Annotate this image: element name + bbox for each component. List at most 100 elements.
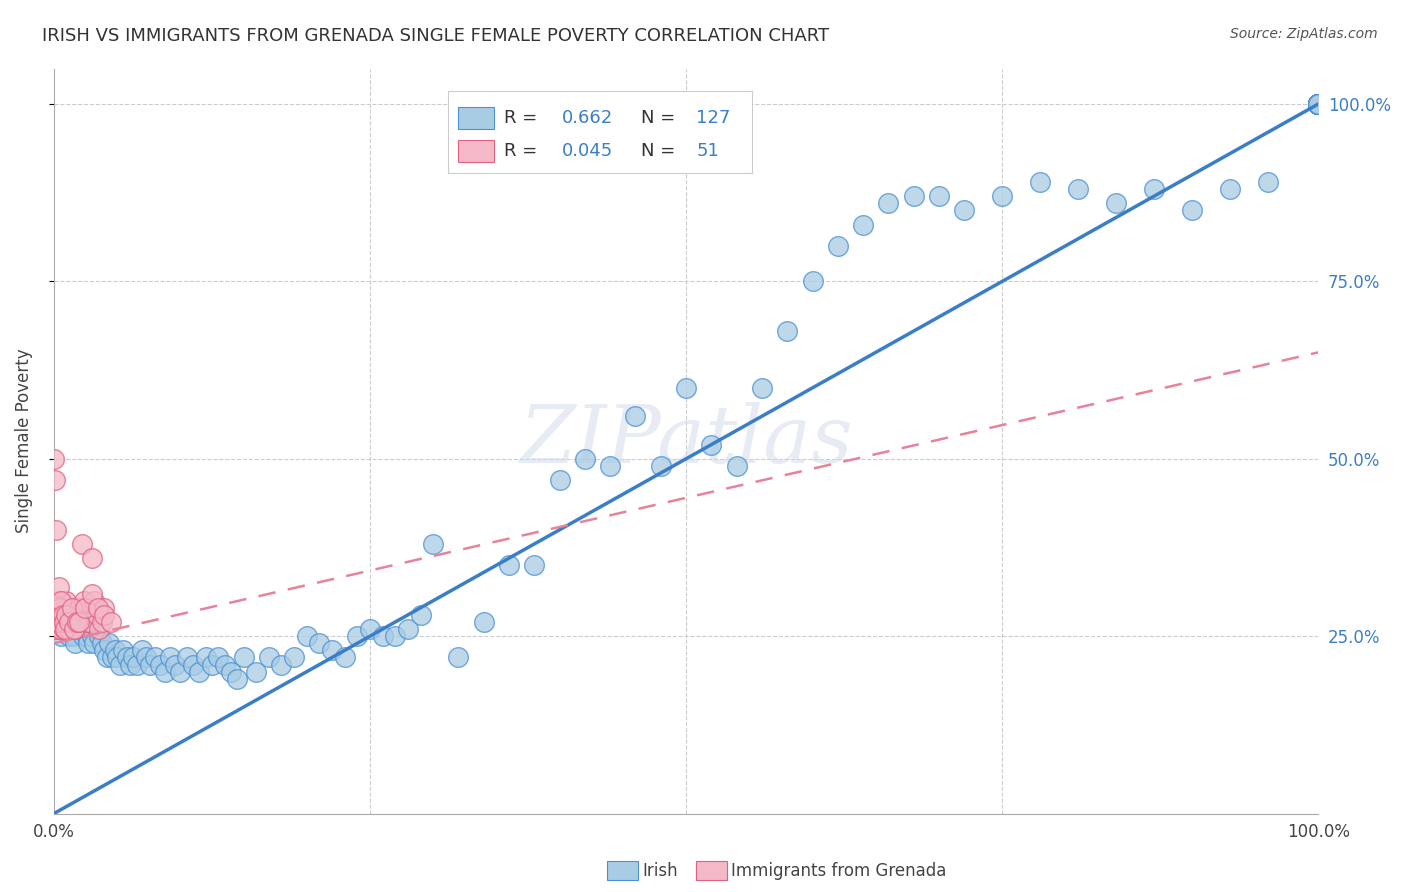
Point — [928, 189, 950, 203]
Point — [1308, 97, 1330, 112]
Point — [53, 622, 76, 636]
Point — [827, 239, 849, 253]
Point — [65, 615, 87, 629]
Point — [52, 615, 75, 629]
Point — [149, 657, 172, 672]
Point — [1308, 97, 1330, 112]
Point — [1105, 196, 1128, 211]
Point — [498, 558, 520, 573]
Point — [270, 657, 292, 672]
Point — [76, 629, 98, 643]
Text: 0.045: 0.045 — [562, 142, 613, 161]
Point — [60, 600, 83, 615]
Point — [1308, 97, 1330, 112]
Point — [308, 636, 330, 650]
Point — [90, 636, 112, 650]
Point — [700, 437, 723, 451]
Point — [45, 622, 67, 636]
Point — [90, 615, 112, 629]
Point — [232, 650, 254, 665]
Point — [80, 586, 103, 600]
Point — [52, 615, 75, 629]
Point — [1308, 97, 1330, 112]
Point — [1308, 97, 1330, 112]
Point — [219, 665, 242, 679]
Point — [226, 672, 249, 686]
Text: 127: 127 — [696, 109, 731, 127]
Point — [624, 409, 647, 424]
Point — [46, 615, 69, 629]
Point — [409, 607, 432, 622]
Point — [80, 551, 103, 566]
Point — [55, 593, 77, 607]
Point — [65, 636, 87, 650]
Text: R =: R = — [503, 109, 543, 127]
Point — [48, 580, 70, 594]
Point — [122, 650, 145, 665]
Point — [751, 381, 773, 395]
Point — [991, 189, 1014, 203]
Point — [96, 650, 118, 665]
Point — [56, 622, 79, 636]
Point — [73, 593, 96, 607]
Point — [188, 665, 211, 679]
Point — [283, 650, 305, 665]
Point — [67, 600, 90, 615]
Point — [80, 629, 103, 643]
Point — [44, 615, 66, 629]
Point — [58, 615, 80, 629]
Point — [1219, 182, 1241, 196]
Point — [77, 615, 100, 629]
Point — [45, 523, 67, 537]
Point — [63, 629, 86, 643]
Point — [62, 607, 84, 622]
Point — [52, 607, 75, 622]
Point — [165, 657, 187, 672]
Point — [60, 615, 83, 629]
Point — [1308, 97, 1330, 112]
Point — [877, 196, 900, 211]
Point — [100, 615, 122, 629]
Point — [295, 629, 318, 643]
Point — [86, 622, 108, 636]
Point — [852, 218, 875, 232]
Point — [675, 381, 697, 395]
Point — [58, 622, 80, 636]
Point — [89, 629, 111, 643]
Point — [93, 607, 115, 622]
Y-axis label: Single Female Poverty: Single Female Poverty — [15, 349, 32, 533]
Point — [1308, 97, 1330, 112]
Point — [66, 607, 89, 622]
Point — [93, 643, 115, 657]
Point — [45, 622, 67, 636]
Point — [245, 665, 267, 679]
Text: 51: 51 — [696, 142, 718, 161]
Text: Source: ZipAtlas.com: Source: ZipAtlas.com — [1230, 27, 1378, 41]
Point — [59, 615, 82, 629]
Point — [776, 324, 799, 338]
Point — [63, 622, 86, 636]
FancyBboxPatch shape — [458, 140, 494, 162]
Point — [159, 650, 181, 665]
Point — [62, 622, 84, 636]
Point — [523, 558, 546, 573]
Point — [46, 600, 69, 615]
Point — [1308, 97, 1330, 112]
Point — [59, 607, 82, 622]
Point — [181, 657, 204, 672]
Point — [52, 600, 75, 615]
Text: 0.662: 0.662 — [562, 109, 613, 127]
Point — [1308, 97, 1330, 112]
Point — [650, 458, 672, 473]
Point — [1308, 97, 1330, 112]
Point — [1308, 97, 1330, 112]
Point — [67, 615, 90, 629]
Point — [127, 657, 149, 672]
Point — [42, 451, 65, 466]
Point — [1308, 97, 1330, 112]
Point — [384, 629, 406, 643]
FancyBboxPatch shape — [449, 91, 752, 173]
Point — [169, 665, 191, 679]
Point — [1143, 182, 1166, 196]
Point — [65, 615, 87, 629]
